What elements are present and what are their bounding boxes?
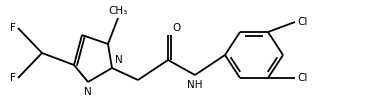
Text: O: O [172,23,180,33]
Text: N: N [115,55,123,65]
Text: F: F [10,73,16,83]
Text: N: N [84,87,92,97]
Text: NH: NH [187,80,203,90]
Text: CH₃: CH₃ [108,6,128,16]
Text: Cl: Cl [297,17,307,27]
Text: Cl: Cl [297,73,307,83]
Text: F: F [10,23,16,33]
